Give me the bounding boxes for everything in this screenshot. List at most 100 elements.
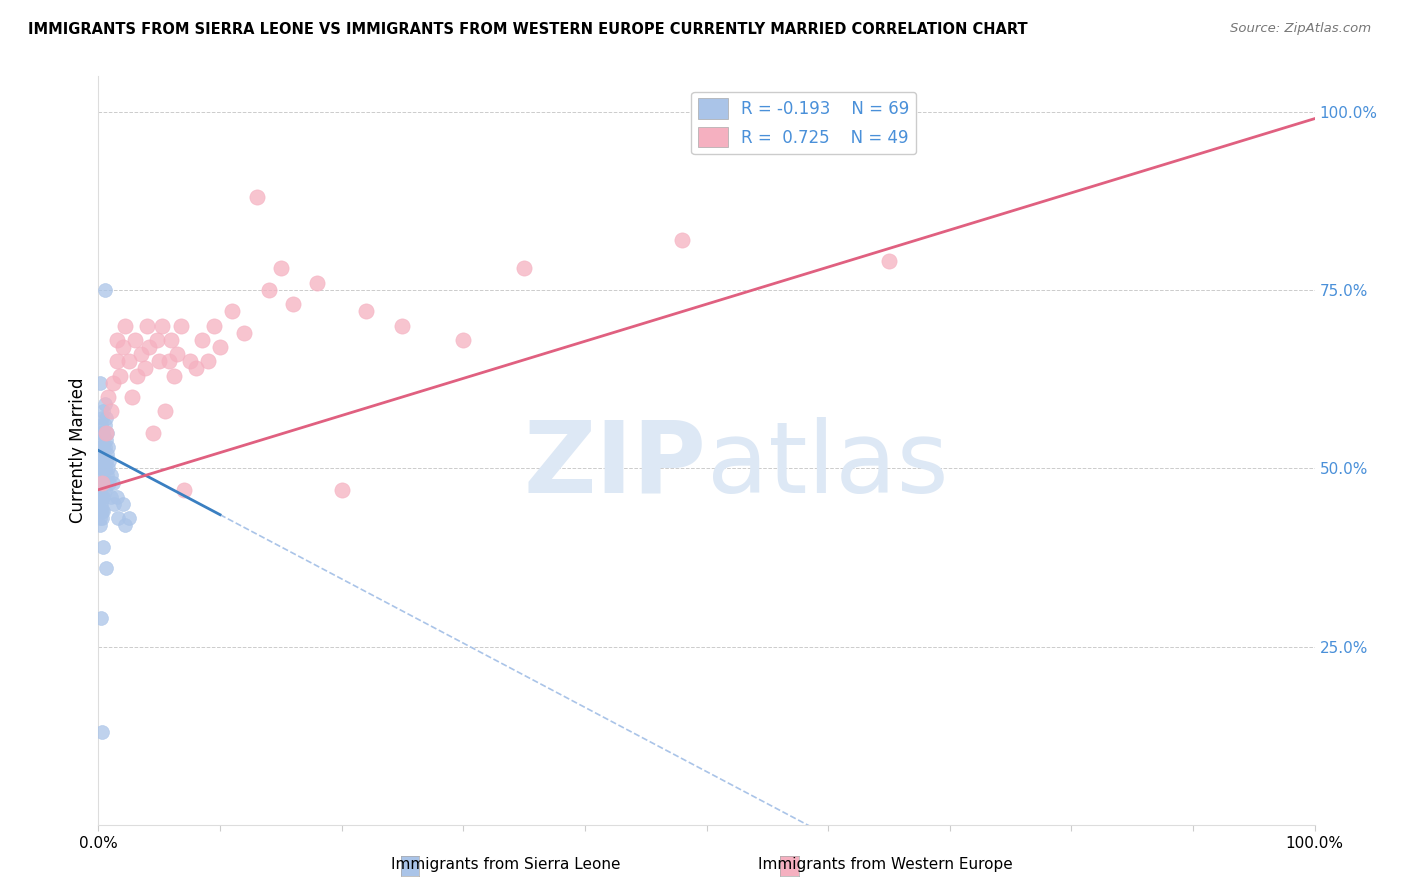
Point xyxy=(96,425,118,440)
Point xyxy=(93,283,115,297)
Point xyxy=(354,304,377,318)
Point xyxy=(111,340,134,354)
Point xyxy=(114,518,136,533)
Point xyxy=(91,425,114,440)
Point xyxy=(91,540,114,554)
Point xyxy=(90,611,112,625)
Point xyxy=(134,361,156,376)
Point xyxy=(91,411,114,425)
Point xyxy=(142,425,165,440)
Text: Source: ZipAtlas.com: Source: ZipAtlas.com xyxy=(1230,22,1371,36)
Point xyxy=(96,468,118,483)
Point xyxy=(391,318,413,333)
Point xyxy=(89,440,111,454)
Point xyxy=(89,461,111,475)
Point xyxy=(97,440,120,454)
Point xyxy=(89,475,111,490)
Text: ZIP: ZIP xyxy=(523,417,707,514)
Point xyxy=(146,333,169,347)
Point xyxy=(91,461,114,475)
Point xyxy=(671,233,693,247)
Point xyxy=(118,511,141,525)
Point xyxy=(173,483,195,497)
Text: IMMIGRANTS FROM SIERRA LEONE VS IMMIGRANTS FROM WESTERN EUROPE CURRENTLY MARRIED: IMMIGRANTS FROM SIERRA LEONE VS IMMIGRAN… xyxy=(28,22,1028,37)
Point xyxy=(166,347,188,361)
Legend: R = -0.193    N = 69, R =  0.725    N = 49: R = -0.193 N = 69, R = 0.725 N = 49 xyxy=(692,92,917,154)
Point xyxy=(91,475,114,490)
Point xyxy=(90,425,112,440)
Point xyxy=(179,354,201,368)
Point xyxy=(94,561,117,575)
Point xyxy=(89,497,111,511)
Point xyxy=(94,475,117,490)
Point xyxy=(100,468,122,483)
Point xyxy=(101,376,124,390)
Point xyxy=(89,504,111,518)
Point xyxy=(129,347,152,361)
Point xyxy=(94,454,117,468)
Point xyxy=(160,333,183,347)
Point xyxy=(91,440,114,454)
Point xyxy=(184,361,207,376)
Point xyxy=(91,461,114,475)
Point xyxy=(89,447,111,461)
Point xyxy=(90,468,112,483)
Point xyxy=(94,433,117,447)
Point xyxy=(138,340,160,354)
Point xyxy=(103,497,125,511)
Point xyxy=(257,283,280,297)
Point xyxy=(221,304,243,318)
Point xyxy=(90,447,112,461)
Point xyxy=(105,490,128,504)
Point xyxy=(513,261,536,276)
Point xyxy=(209,340,232,354)
Point xyxy=(877,254,900,268)
Point xyxy=(170,318,193,333)
Point xyxy=(91,425,114,440)
Point xyxy=(91,475,114,490)
Point xyxy=(110,368,132,383)
Point xyxy=(91,490,114,504)
Point xyxy=(97,461,120,475)
Point xyxy=(91,511,114,525)
Point xyxy=(91,490,114,504)
Point xyxy=(107,511,129,525)
Point xyxy=(93,461,115,475)
Text: Immigrants from Western Europe: Immigrants from Western Europe xyxy=(758,857,1014,872)
Point xyxy=(98,454,121,468)
Point xyxy=(118,354,141,368)
Text: Immigrants from Sierra Leone: Immigrants from Sierra Leone xyxy=(391,857,621,872)
Point xyxy=(96,447,118,461)
Point xyxy=(281,297,304,311)
Point xyxy=(91,454,114,468)
Point xyxy=(90,418,112,433)
Point xyxy=(90,504,112,518)
Point xyxy=(89,490,111,504)
Point xyxy=(155,404,177,418)
Point xyxy=(91,440,114,454)
Point xyxy=(93,418,115,433)
Point xyxy=(90,497,112,511)
Point xyxy=(148,354,170,368)
Point xyxy=(202,318,225,333)
Point xyxy=(105,333,128,347)
Point xyxy=(127,368,149,383)
Point xyxy=(330,483,353,497)
Point xyxy=(97,390,120,404)
Point xyxy=(89,518,111,533)
Point xyxy=(245,190,267,204)
Point xyxy=(91,404,114,418)
Point xyxy=(270,261,292,276)
Point xyxy=(91,504,114,518)
Point xyxy=(111,497,134,511)
Point xyxy=(100,404,122,418)
Point xyxy=(121,390,143,404)
Point xyxy=(307,276,329,290)
Point xyxy=(105,354,128,368)
Point xyxy=(91,504,114,518)
Point xyxy=(233,326,256,340)
Text: atlas: atlas xyxy=(707,417,948,514)
Point xyxy=(100,490,122,504)
Point xyxy=(101,475,124,490)
Y-axis label: Currently Married: Currently Married xyxy=(69,377,87,524)
